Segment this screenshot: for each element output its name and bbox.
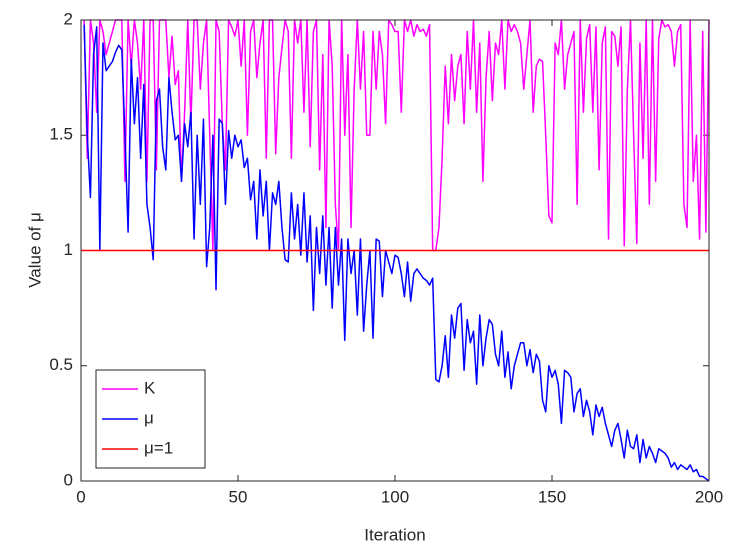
legend: Kμ μ=1 — [95, 369, 206, 469]
legend-label: μ=1 — [144, 438, 173, 457]
plot-frame — [80, 19, 710, 482]
y-tick-label: 0.5 — [49, 355, 73, 374]
series-line — [83, 19, 710, 252]
y-tick-label: 1.5 — [49, 125, 73, 144]
y-tick-label: 0 — [64, 470, 73, 489]
series-line — [83, 24, 710, 482]
x-tick-label: 200 — [695, 487, 723, 506]
legend-box — [95, 369, 206, 469]
x-tick-label: 50 — [229, 487, 248, 506]
x-axis-label: Iteration — [364, 525, 425, 544]
legend-label: K — [144, 378, 156, 397]
y-axis-label: Value of μ — [25, 212, 44, 288]
y-tick-label: 1 — [64, 240, 73, 259]
x-tick-label: 150 — [538, 487, 566, 506]
x-tick-label: 0 — [76, 487, 85, 506]
x-tick-label: 100 — [381, 487, 409, 506]
y-tick-label: 2 — [64, 9, 73, 28]
legend-label: μ — [144, 408, 154, 427]
